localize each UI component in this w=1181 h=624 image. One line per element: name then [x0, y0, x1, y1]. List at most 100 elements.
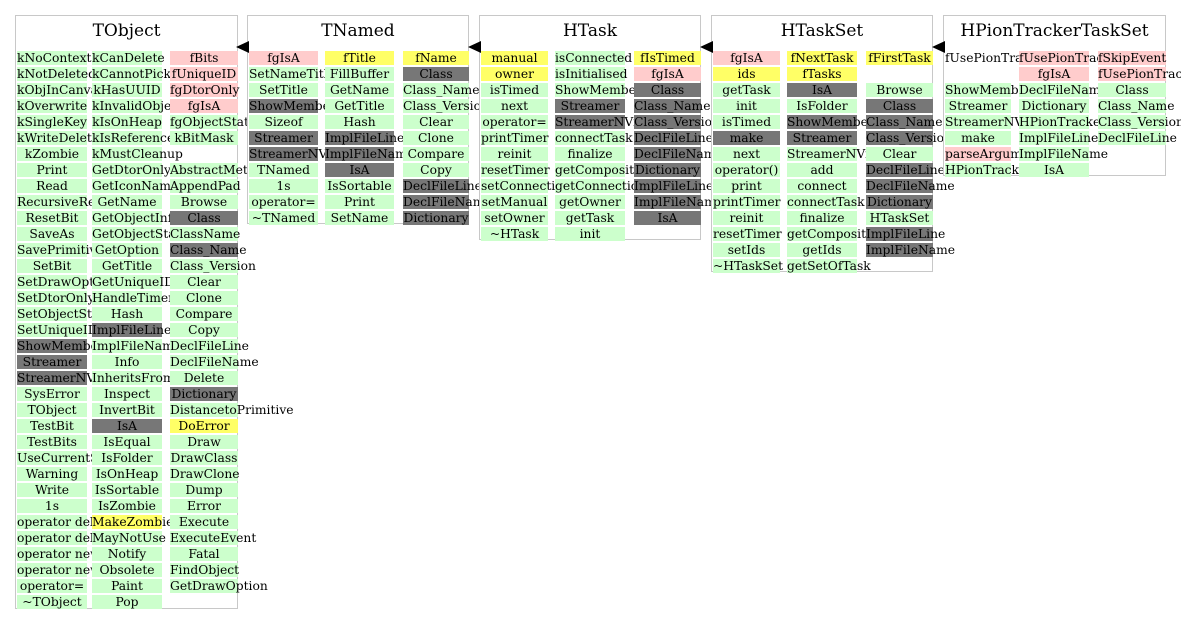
member-compare: Compare	[170, 307, 238, 321]
member-clear: Clear	[403, 115, 469, 129]
member-gettitle: GetTitle	[325, 99, 394, 113]
member-setdtoronly: SetDtorOnly	[17, 291, 95, 305]
member-hash: Hash	[92, 307, 162, 321]
member-dictionary: Dictionary	[634, 163, 701, 177]
member-resettimer: resetTimer	[713, 227, 782, 241]
member-print: Print	[17, 163, 87, 177]
member-declfilename: DeclFileName	[1019, 83, 1108, 97]
member-draw: Draw	[170, 435, 238, 449]
member-setconnections: setConnections	[481, 179, 577, 193]
member-implfilename: ImplFileName	[866, 243, 956, 257]
member-isfolder: IsFolder	[787, 99, 857, 113]
member-connecttask: connectTask	[555, 131, 633, 145]
member-getids: getIds	[787, 243, 857, 257]
member-htaskset: HTaskSet	[866, 211, 933, 225]
member-showmembers: ShowMembers	[17, 339, 111, 353]
member-make: make	[945, 131, 1011, 145]
member-tobject: TObject	[17, 403, 87, 417]
member-getuniqueid: GetUniqueID	[92, 275, 175, 289]
member-declfileline: DeclFileLine	[634, 131, 713, 145]
member-connect: connect	[787, 179, 857, 193]
member-setuniqueid: SetUniqueID	[17, 323, 98, 337]
member-streamer: Streamer	[945, 99, 1011, 113]
member-getsetoftask: getSetOfTask	[787, 259, 871, 273]
member-finalize: finalize	[555, 147, 625, 161]
inheritance-arrow-icon	[700, 41, 713, 53]
member-classname: ClassName	[170, 227, 241, 241]
member-getcomposite: getComposite	[555, 163, 642, 177]
member-kobjincanvas: kObjInCanvas	[17, 83, 105, 97]
member-next: next	[481, 99, 548, 113]
member-setids: setIds	[713, 243, 780, 257]
member-ids: ids	[713, 67, 780, 81]
member-fgdtoronly: fgDtorOnly	[170, 83, 240, 97]
member-knotdeleted: kNotDeleted	[17, 67, 96, 81]
member-hash: Hash	[325, 115, 394, 129]
member-fgisa: fgIsA	[1019, 67, 1089, 81]
member-streamer: Streamer	[787, 131, 857, 145]
member-recursiveremove: RecursiveRemove	[17, 195, 129, 209]
member-paint: Paint	[92, 579, 162, 593]
member-class: Class	[866, 99, 933, 113]
member-declfileline: DeclFileLine	[170, 339, 249, 353]
member-browse: Browse	[170, 195, 238, 209]
member-info: Info	[92, 355, 162, 369]
member-implfilename: ImplFileName	[92, 339, 182, 353]
member-isfolder: IsFolder	[92, 451, 162, 465]
member-showmembers: ShowMembers	[945, 83, 1039, 97]
member-koverwrite: kOverwrite	[17, 99, 88, 113]
member-gettask: getTask	[555, 211, 625, 225]
member-fusepiontrackerhit: fUsePionTrackerHit	[1098, 67, 1181, 81]
member-dictionary: Dictionary	[866, 195, 933, 209]
member-setowner: setOwner	[481, 211, 548, 225]
member-browse: Browse	[866, 83, 933, 97]
member-fistimed: fIsTimed	[634, 51, 701, 65]
member-tobject: ~TObject	[17, 595, 87, 609]
member-implfilename: ImplFileName	[634, 195, 724, 209]
member-clone: Clone	[403, 131, 469, 145]
member-sizeof: Sizeof	[249, 115, 318, 129]
member-class: Class	[170, 211, 238, 225]
member-geticonname: GetIconName	[92, 179, 179, 193]
member-streamernvirtual: StreamerNVirtual	[17, 371, 130, 385]
member-streamer: Streamer	[249, 131, 318, 145]
member-issortable: IsSortable	[325, 179, 394, 193]
member-fname: fName	[403, 51, 469, 65]
member-reinit: reinit	[481, 147, 548, 161]
member-getdtoronly: GetDtorOnly	[92, 163, 172, 177]
member-reinit: reinit	[713, 211, 780, 225]
member-class-version: Class_Version	[170, 259, 256, 273]
member-htaskset: ~HTaskSet	[713, 259, 784, 273]
member-setbit: SetBit	[17, 259, 87, 273]
member-doerror: DoError	[170, 419, 238, 433]
member-dictionary: Dictionary	[1019, 99, 1089, 113]
class-box-tnamed: TNamed fgIsA SetNameTitle SetTitle ShowMembe…	[247, 15, 492, 225]
member-1s: 1s	[249, 179, 318, 193]
member-fgisa: fgIsA	[249, 51, 318, 65]
member-declfileline: DeclFileLine	[1098, 131, 1177, 145]
member-execute: Execute	[170, 515, 238, 529]
member-htask: ~HTask	[481, 227, 548, 241]
member-setdrawoption: SetDrawOption	[17, 275, 114, 289]
member-invertbit: InvertBit	[92, 403, 162, 417]
class-title: HTaskSet	[780, 21, 864, 41]
member-class-version: Class_Version	[634, 115, 720, 129]
member-settitle: SetTitle	[249, 83, 318, 97]
inheritance-arrow-icon	[932, 41, 945, 53]
member-streamernvirtual: StreamerNVirtual	[787, 147, 900, 161]
member-fillbuffer: FillBuffer	[325, 67, 394, 81]
member-inspect: Inspect	[92, 387, 162, 401]
member-streamernvirtual: StreamerNVirtual	[555, 115, 668, 129]
member-kcandelete: kCanDelete	[92, 51, 165, 65]
member-warning: Warning	[17, 467, 87, 481]
member-saveas: SaveAs	[17, 227, 87, 241]
member-finalize: finalize	[787, 211, 857, 225]
member-isequal: IsEqual	[92, 435, 162, 449]
member-init: init	[555, 227, 625, 241]
member-ffirsttask: fFirstTask	[866, 51, 933, 65]
member-implfileline: ImplFileLine	[866, 227, 946, 241]
member-maynotuse: MayNotUse	[92, 531, 166, 545]
member-connecttask: connectTask	[787, 195, 865, 209]
member-getcomposite: getComposite	[787, 227, 874, 241]
member-saveprimitive: SavePrimitive	[17, 243, 104, 257]
